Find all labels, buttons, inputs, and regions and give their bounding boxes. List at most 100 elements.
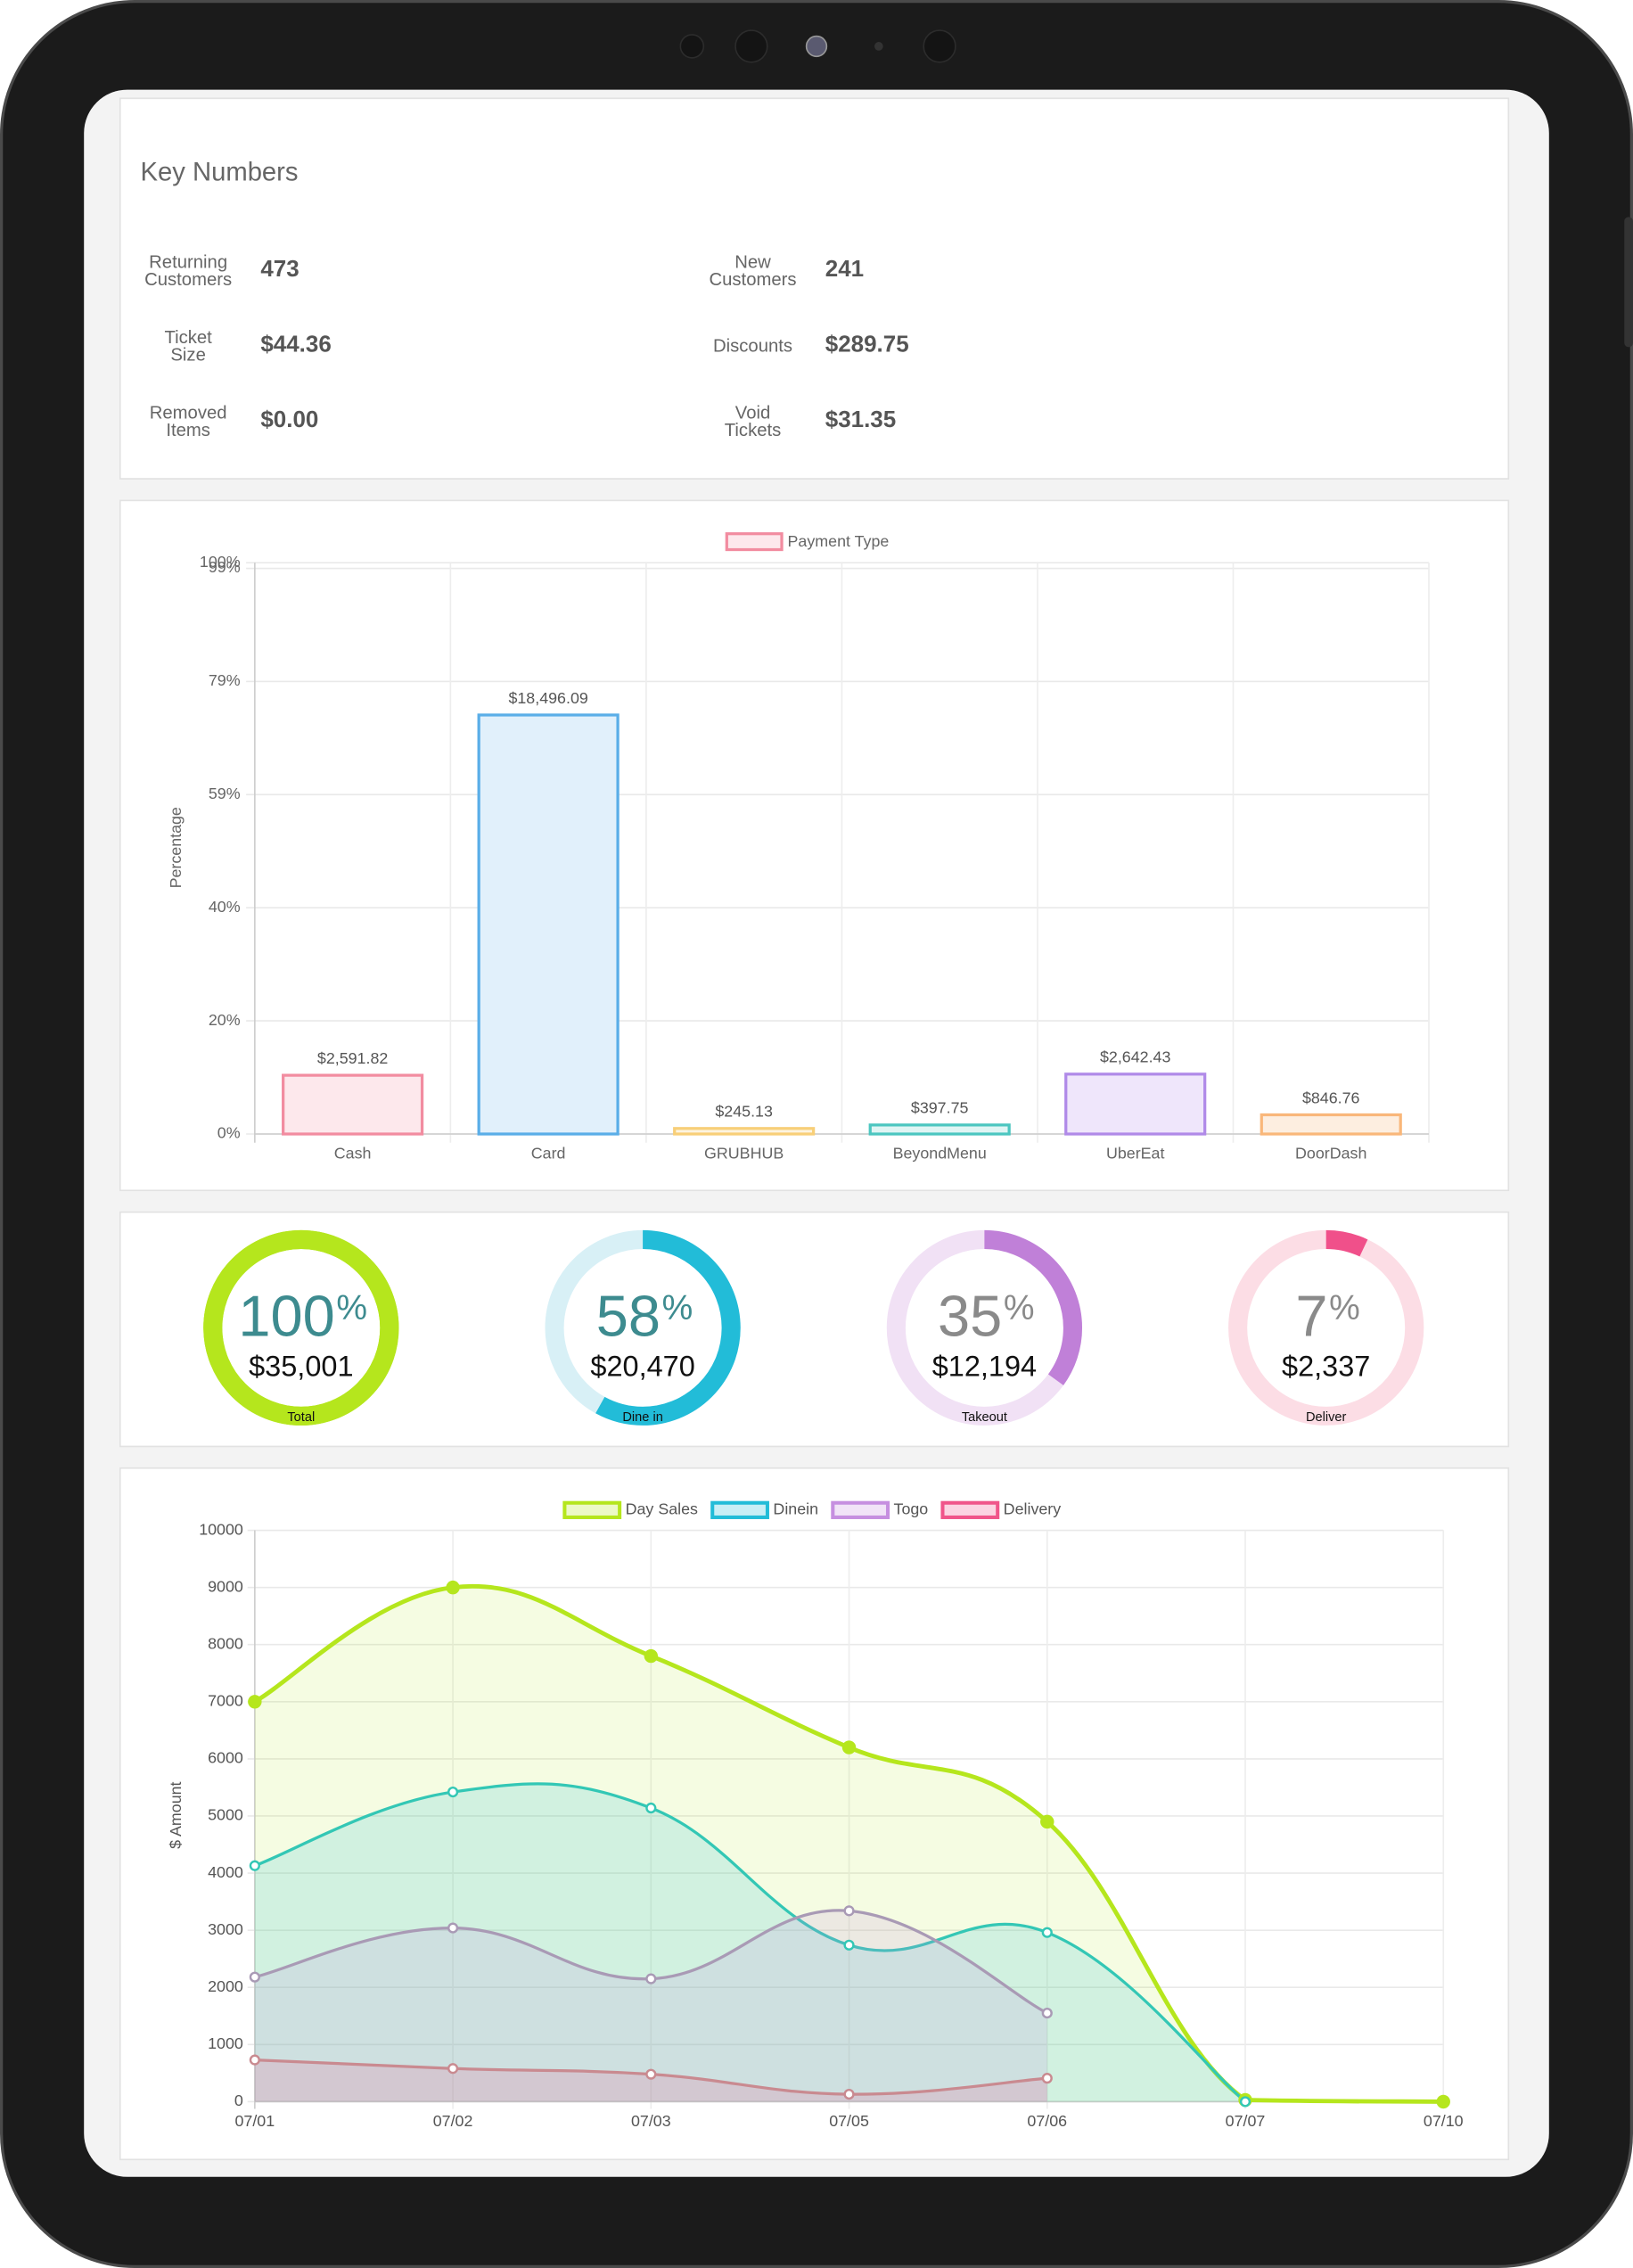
metric-label: Void: [735, 403, 771, 423]
legend-label: Togo: [894, 1500, 929, 1518]
bar: [868, 1123, 1011, 1136]
gauge-arc: [203, 1229, 399, 1426]
bar-amount-label: $18,496.09: [508, 689, 587, 707]
x-tick-label: UberEat: [1106, 1144, 1165, 1162]
y-tick-label: 99%: [209, 558, 241, 576]
y-tick-label: 20%: [209, 1011, 241, 1029]
gauge-arc: [545, 1229, 741, 1426]
gauge-unit: %: [1329, 1289, 1360, 1327]
gauge-amount: $35,001: [249, 1350, 353, 1382]
y-tick-label: 1000: [208, 2034, 243, 2052]
gauge-amount: $20,470: [590, 1350, 694, 1382]
gauge-percent: 7: [1295, 1283, 1327, 1348]
y-tick-label: 100%: [200, 553, 241, 571]
legend-label: Delivery: [1004, 1500, 1062, 1518]
metric-value: $31.35: [825, 406, 896, 432]
data-point: [1040, 1814, 1054, 1829]
y-tick-label: 9000: [208, 1577, 243, 1595]
data-point: [1041, 2073, 1053, 2084]
bar-amount-label: $397.75: [911, 1099, 969, 1117]
legend-swatch: [562, 1500, 622, 1519]
metric-label: Removed: [150, 403, 227, 423]
side-button: [1624, 217, 1633, 348]
y-tick-label: 2000: [208, 1977, 243, 1995]
bar: [1260, 1113, 1402, 1136]
legend-label: Payment Type: [788, 532, 890, 550]
x-tick-label: 07/03: [631, 2112, 671, 2130]
gauge-label: Dine in: [622, 1410, 662, 1425]
x-tick-label: BeyondMenu: [893, 1144, 987, 1162]
x-tick-label: DoorDash: [1295, 1144, 1366, 1162]
legend-label: Day Sales: [626, 1500, 698, 1518]
y-tick-label: 40%: [209, 898, 241, 916]
bar-amount-label: $2,642.43: [1100, 1048, 1170, 1066]
camera: [805, 35, 828, 58]
data-point: [447, 1786, 459, 1798]
gauge-unit: %: [1004, 1289, 1035, 1327]
area-fill: [254, 1783, 1246, 2102]
metric-label: Tickets: [725, 421, 782, 440]
y-tick-label: 6000: [208, 1749, 243, 1767]
data-point: [447, 2063, 459, 2075]
metric-label: New: [734, 253, 771, 273]
data-point: [645, 2068, 657, 2080]
section-title: Key Numbers: [141, 158, 299, 186]
gauge-unit: %: [336, 1289, 367, 1327]
y-tick-label: 0%: [217, 1124, 241, 1142]
data-point: [843, 2089, 855, 2100]
gauge-label: Deliver: [1306, 1410, 1347, 1425]
legend-swatch: [725, 532, 784, 552]
area-fill: [254, 1586, 1444, 2102]
gauge-arc: [1228, 1229, 1424, 1426]
y-tick-label: 4000: [208, 1863, 243, 1881]
metric-label: Customers: [144, 270, 232, 290]
legend-swatch: [710, 1500, 769, 1519]
gauge-arc: [886, 1229, 1083, 1426]
metric-value: 241: [825, 255, 864, 282]
y-axis-label: Percentage: [167, 807, 185, 888]
x-tick-label: 07/02: [433, 2112, 473, 2130]
metric-label: Ticket: [164, 328, 212, 348]
data-point: [249, 1860, 260, 1871]
data-point: [1239, 2096, 1251, 2108]
gauge-amount: $2,337: [1282, 1350, 1370, 1382]
metric-value: $289.75: [825, 331, 909, 357]
gauge-percent: 35: [938, 1283, 1002, 1348]
y-tick-label: 10000: [199, 1520, 243, 1538]
x-tick-label: 07/05: [829, 2112, 869, 2130]
y-tick-label: 7000: [208, 1692, 243, 1710]
card: [119, 97, 1510, 480]
y-tick-label: 59%: [209, 785, 241, 802]
data-point: [249, 2054, 260, 2066]
area-fill: [254, 1910, 1047, 2102]
gauge-amount: $12,194: [932, 1350, 1037, 1382]
data-point: [644, 1648, 659, 1664]
data-point: [841, 1740, 857, 1754]
sensor: [923, 29, 956, 63]
gauge-percent: 58: [596, 1283, 661, 1348]
x-tick-label: Card: [531, 1144, 566, 1162]
metric-label: Items: [166, 421, 210, 440]
sensor: [679, 34, 705, 59]
y-tick-label: 8000: [208, 1634, 243, 1652]
bar: [1064, 1072, 1207, 1136]
x-tick-label: Cash: [334, 1144, 372, 1162]
y-tick-label: 0: [234, 2091, 243, 2109]
gauge-unit: %: [662, 1289, 693, 1327]
sensor: [734, 29, 768, 63]
metric-value: 473: [260, 255, 299, 282]
bar-amount-label: $2,591.82: [317, 1049, 388, 1067]
legend-label: Dinein: [773, 1500, 818, 1518]
bar: [282, 1073, 424, 1136]
series-line: [254, 1782, 1247, 2103]
x-tick-label: 07/06: [1027, 2112, 1067, 2130]
data-point: [843, 1905, 855, 1917]
gauge-percent: 100: [238, 1283, 334, 1348]
y-axis-label: $ Amount: [167, 1781, 185, 1848]
bar-amount-label: $245.13: [715, 1103, 773, 1121]
data-point: [447, 1922, 459, 1934]
y-tick-label: 79%: [209, 671, 241, 689]
metric-value: $0.00: [260, 406, 318, 432]
